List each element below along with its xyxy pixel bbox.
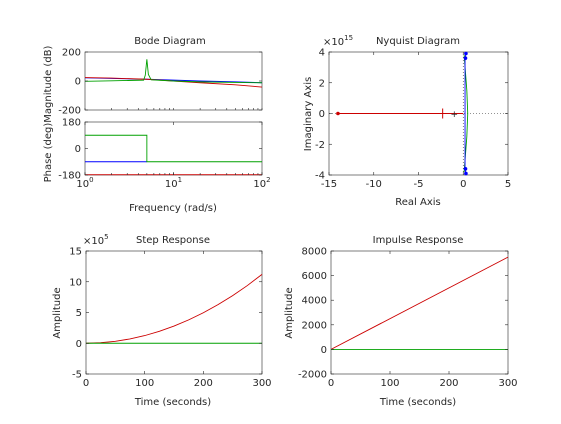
- step-ytick-label-3: 10: [69, 277, 82, 288]
- impulse-series-line-0: [330, 256, 509, 350]
- bode-phase-yticks: -180 0 180: [58, 118, 262, 182]
- nyquist-xtick-label-4: 5: [505, 179, 511, 190]
- step-xtick-label-0: 0: [83, 378, 89, 389]
- nyquist-yticks: -4 -2 0 2 4: [315, 48, 508, 182]
- impulse-axes: [330, 250, 509, 375]
- nyquist-marker-4: [463, 56, 468, 60]
- bode-phase-xtick-label-0: 100: [76, 176, 93, 190]
- impulse-ytick-label-5: 8000: [302, 247, 327, 258]
- nyquist-xtick-label-1: -10: [366, 179, 382, 190]
- step-axes: [85, 250, 263, 375]
- nyquist-xtick-label-3: 0: [460, 179, 466, 190]
- impulse-ytick-label-1: 0: [321, 345, 327, 356]
- step-ytick-label-0: -5: [72, 370, 82, 381]
- nyquist-xtick-label-2: -5: [414, 179, 424, 190]
- bode-ylabel: Phase (deg)Magnitude (dB): [43, 45, 54, 182]
- impulse-title: Impulse Response: [373, 235, 464, 246]
- impulse-response-plot: Impulse Response 0 100 200 300 -20000200040…: [284, 235, 518, 408]
- impulse-yticks: -2000 0 2000 4000 6000 8000: [298, 247, 508, 381]
- bode-phase-series-line-2: [85, 134, 262, 163]
- nyquist-ytick-label-3: 2: [319, 78, 325, 89]
- impulse-xtick-label-1: 100: [380, 378, 399, 389]
- nyquist-markers-group: +: [336, 51, 468, 176]
- step-y-exponent: ×105: [83, 233, 109, 247]
- step-xtick-label-3: 300: [252, 378, 271, 389]
- impulse-series-group: [330, 256, 509, 350]
- nyquist-ytick-label-2: 0: [319, 109, 325, 120]
- nyquist-plot: Nyquist Diagram ×1015 + -15 -10 -5 0 5 -4 -2 0…: [303, 34, 511, 208]
- bode-magnitude-ytick-label-1: 0: [75, 77, 81, 88]
- nyquist-xticks: -15 -10 -5 0 5: [321, 52, 511, 190]
- nyquist-series-line-1: [463, 55, 469, 172]
- step-series-group: [85, 274, 263, 344]
- impulse-ytick-label-0: -2000: [298, 370, 327, 381]
- impulse-ytick-label-4: 6000: [302, 271, 327, 282]
- bode-phase-ytick-label-1: 0: [75, 144, 81, 155]
- impulse-ytick-label-2: 2000: [302, 320, 327, 331]
- nyquist-zero-line: [329, 52, 508, 175]
- bode-title: Bode Diagram: [134, 36, 206, 47]
- bode-phase-xtick-label-1: 101: [165, 176, 182, 190]
- bode-phase-ytick-label-0: -180: [58, 171, 81, 182]
- bode-phase-ylabel: Phase (deg): [43, 123, 54, 183]
- nyquist-y-exponent: ×1015: [323, 34, 353, 48]
- bode-magnitude-ytick-label-0: -200: [58, 106, 81, 117]
- impulse-xticks: 0 100 200 300: [328, 251, 518, 389]
- nyquist-ylabel: Imaginary Axis: [303, 77, 314, 151]
- impulse-xtick-label-2: 200: [439, 378, 458, 389]
- bode-magnitude-xticks: [84, 108, 263, 110]
- bode-magnitude-ytick-label-2: 200: [62, 48, 81, 59]
- step-series-line-0: [85, 274, 263, 344]
- impulse-ytick-label-3: 4000: [302, 296, 327, 307]
- nyquist-marker-0: [336, 111, 340, 116]
- step-ylabel: Amplitude: [52, 287, 63, 338]
- bode-magnitude-series-line-2: [84, 59, 263, 84]
- bode-phase-ytick-label-2: 180: [62, 118, 81, 129]
- impulse-xtick-label-3: 300: [498, 378, 517, 389]
- nyquist-xlabel: Real Axis: [395, 197, 440, 208]
- nyquist-series-line-2: [464, 53, 467, 174]
- nyquist-ytick-label-4: 4: [319, 48, 325, 59]
- nyquist-marker-2: [464, 51, 468, 56]
- nyquist-ytick-label-0: -4: [315, 171, 325, 182]
- bode-magnitude-yticks: -200 0 200: [58, 48, 262, 117]
- step-xlabel: Time (seconds): [134, 397, 211, 408]
- step-xtick-label-2: 200: [194, 378, 213, 389]
- nyquist-title: Nyquist Diagram: [376, 36, 460, 47]
- impulse-xlabel: Time (seconds): [379, 397, 456, 408]
- bode-phase-xtick-label-2: 102: [253, 176, 270, 190]
- bode-xlabel: Frequency (rad/s): [129, 203, 217, 214]
- step-xtick-label-1: 100: [135, 378, 154, 389]
- nyquist-ytick-label-1: -2: [315, 140, 325, 151]
- bode-phase-xticks: 100 101 102: [76, 122, 271, 190]
- bode-magnitude-series-group: [84, 59, 263, 88]
- nyquist-marker-3: [464, 171, 468, 176]
- nyquist-critical-point: +: [451, 110, 459, 120]
- step-xticks: 0 100 200 300: [83, 251, 272, 389]
- impulse-ylabel: Amplitude: [284, 287, 295, 338]
- bode-phase-axes: [84, 121, 263, 176]
- impulse-xtick-label-0: 0: [328, 378, 334, 389]
- step-ytick-label-2: 5: [76, 308, 82, 319]
- step-ytick-label-1: 0: [76, 339, 82, 350]
- bode-magnitude-ylabel: Magnitude (dB): [43, 45, 54, 122]
- step-yticks: -5 0 5 10 15: [69, 247, 262, 381]
- nyquist-xtick-label-0: -15: [321, 179, 337, 190]
- step-ytick-label-4: 15: [69, 247, 82, 258]
- step-title: Step Response: [136, 235, 210, 246]
- nyquist-marker-5: [463, 167, 468, 171]
- bode-plot: Bode Diagram -200 0 200 -180 0 180 100 101 102…: [43, 36, 271, 214]
